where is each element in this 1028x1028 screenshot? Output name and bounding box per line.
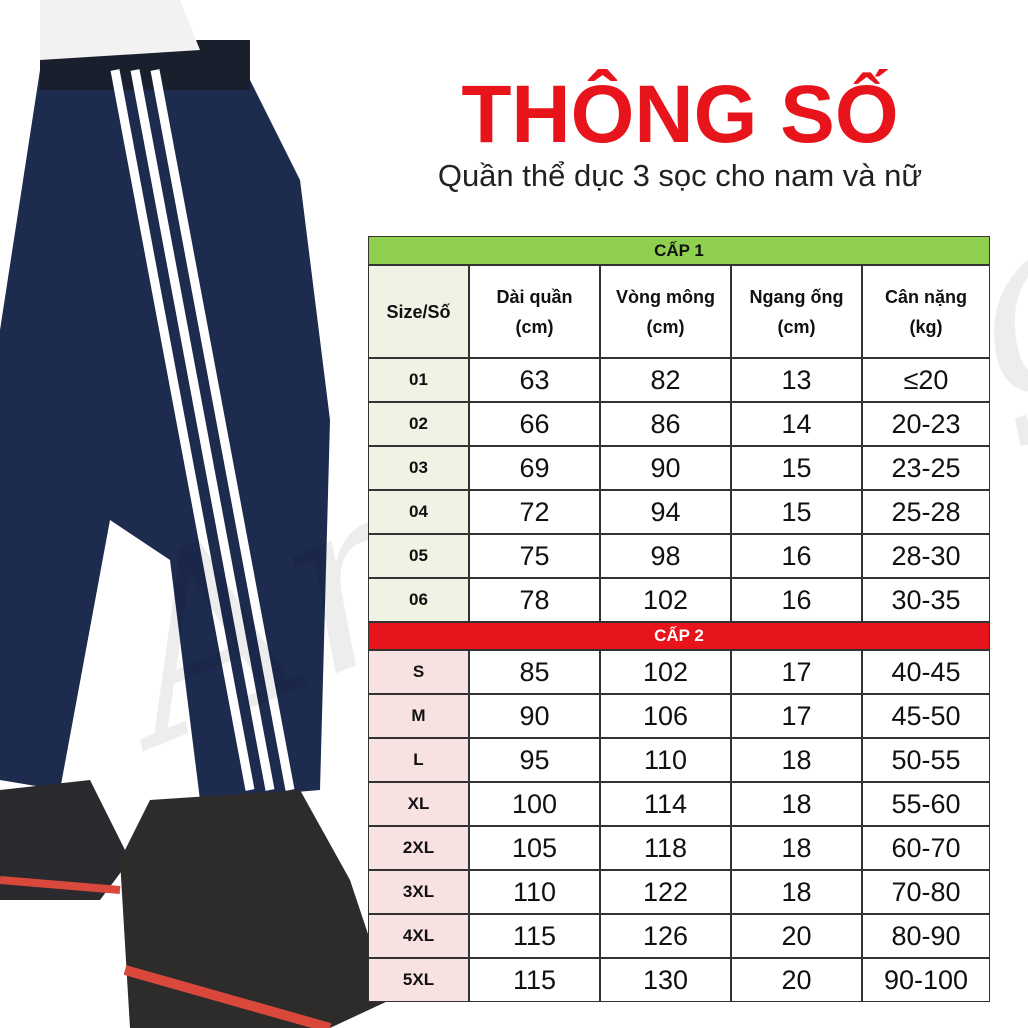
value-cell: 20-23 [862, 402, 990, 446]
value-cell: 102 [600, 650, 731, 694]
size-label: 04 [368, 490, 469, 534]
size-label: 03 [368, 446, 469, 490]
header-line: Ngang ống [749, 286, 844, 307]
value-cell: 102 [600, 578, 731, 622]
value-cell: 95 [469, 738, 600, 782]
size-label: 5XL [368, 958, 469, 1002]
size-label: XL [368, 782, 469, 826]
value-cell: 30-35 [862, 578, 990, 622]
header-line: (cm) [646, 316, 685, 337]
section-title: CẤP 1 [368, 236, 990, 265]
value-cell: 45-50 [862, 694, 990, 738]
header-line: Size/Số [386, 301, 451, 322]
value-cell: 114 [600, 782, 731, 826]
value-cell: 17 [731, 694, 862, 738]
value-cell: 90 [469, 694, 600, 738]
value-cell: 15 [731, 490, 862, 534]
size-label: 06 [368, 578, 469, 622]
header-line: (cm) [777, 316, 816, 337]
value-cell: 25-28 [862, 490, 990, 534]
value-cell: 18 [731, 826, 862, 870]
value-cell: 50-55 [862, 738, 990, 782]
value-cell: 63 [469, 358, 600, 402]
value-cell: 118 [600, 826, 731, 870]
column-header: Cân nặng (kg) [862, 265, 990, 358]
value-cell: 17 [731, 650, 862, 694]
value-cell: 110 [469, 870, 600, 914]
size-label: S [368, 650, 469, 694]
value-cell: 100 [469, 782, 600, 826]
value-cell: 18 [731, 870, 862, 914]
size-label: 05 [368, 534, 469, 578]
section-title: CẤP 2 [368, 622, 990, 650]
value-cell: 18 [731, 738, 862, 782]
size-label: 2XL [368, 826, 469, 870]
value-cell: 18 [731, 782, 862, 826]
value-cell: 85 [469, 650, 600, 694]
column-header: Size/Số [368, 265, 469, 358]
value-cell: 16 [731, 534, 862, 578]
value-cell: 14 [731, 402, 862, 446]
value-cell: 13 [731, 358, 862, 402]
value-cell: 130 [600, 958, 731, 1002]
value-cell: 106 [600, 694, 731, 738]
value-cell: 28-30 [862, 534, 990, 578]
column-header: Ngang ống (cm) [731, 265, 862, 358]
column-header: Vòng mông (cm) [600, 265, 731, 358]
value-cell: 72 [469, 490, 600, 534]
value-cell: 122 [600, 870, 731, 914]
value-cell: 70-80 [862, 870, 990, 914]
value-cell: 115 [469, 914, 600, 958]
value-cell: 20 [731, 958, 862, 1002]
value-cell: 16 [731, 578, 862, 622]
value-cell: 80-90 [862, 914, 990, 958]
size-label: M [368, 694, 469, 738]
value-cell: 55-60 [862, 782, 990, 826]
value-cell: 40-45 [862, 650, 990, 694]
value-cell: 82 [600, 358, 731, 402]
size-label: 02 [368, 402, 469, 446]
value-cell: 98 [600, 534, 731, 578]
value-cell: 15 [731, 446, 862, 490]
size-label: 01 [368, 358, 469, 402]
size-label: L [368, 738, 469, 782]
value-cell: 66 [469, 402, 600, 446]
value-cell: 23-25 [862, 446, 990, 490]
header-line: Dài quần [496, 286, 573, 307]
size-label: 4XL [368, 914, 469, 958]
value-cell: 90-100 [862, 958, 990, 1002]
value-cell: 75 [469, 534, 600, 578]
value-cell: 126 [600, 914, 731, 958]
value-cell: ≤20 [862, 358, 990, 402]
value-cell: 78 [469, 578, 600, 622]
title: THÔNG SỐ [461, 69, 899, 160]
value-cell: 60-70 [862, 826, 990, 870]
value-cell: 69 [469, 446, 600, 490]
header-line: (cm) [515, 316, 554, 337]
subtitle: Quần thể dục 3 sọc cho nam và nữ [437, 158, 923, 193]
value-cell: 110 [600, 738, 731, 782]
value-cell: 86 [600, 402, 731, 446]
value-cell: 115 [469, 958, 600, 1002]
value-cell: 94 [600, 490, 731, 534]
column-header: Dài quần (cm) [469, 265, 600, 358]
header-line: (kg) [909, 316, 943, 337]
value-cell: 105 [469, 826, 600, 870]
value-cell: 90 [600, 446, 731, 490]
header-line: Cân nặng [884, 286, 967, 307]
header-line: Vòng mông [616, 286, 715, 307]
value-cell: 20 [731, 914, 862, 958]
size-label: 3XL [368, 870, 469, 914]
